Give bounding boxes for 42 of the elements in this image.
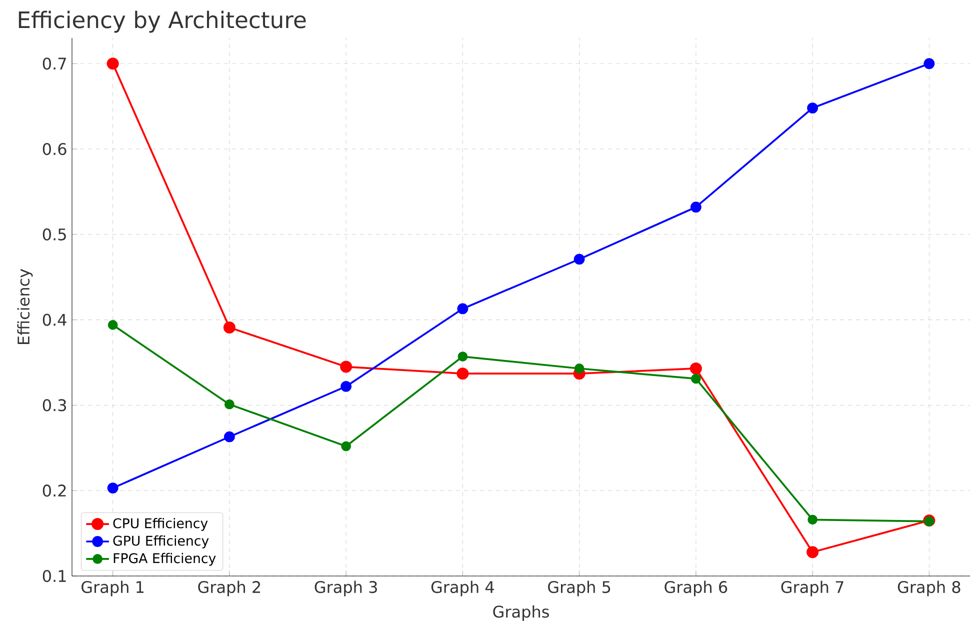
x-axis-title: Graphs bbox=[493, 605, 549, 621]
x-tick-label: Graph 8 bbox=[898, 580, 960, 596]
point bbox=[457, 303, 468, 314]
point bbox=[924, 58, 935, 70]
point bbox=[456, 368, 469, 380]
x-tick-label: Graph 1 bbox=[82, 580, 144, 596]
x-tick-label: Graph 3 bbox=[314, 580, 377, 596]
point bbox=[574, 254, 585, 265]
y-axis-title: Efficiency bbox=[17, 268, 33, 344]
y-tick-label: 0.5 bbox=[42, 228, 66, 240]
point bbox=[807, 102, 818, 114]
point bbox=[223, 322, 236, 334]
point bbox=[690, 202, 702, 213]
point bbox=[340, 380, 352, 392]
point bbox=[108, 320, 118, 330]
x-tick-label: Graph 5 bbox=[548, 580, 610, 596]
point bbox=[106, 58, 119, 70]
x-tick-label: Graph 7 bbox=[781, 580, 844, 596]
y-tick-label: 0.2 bbox=[42, 484, 66, 497]
point bbox=[574, 364, 584, 374]
point bbox=[690, 374, 701, 384]
x-tick-label: Graph 2 bbox=[198, 580, 260, 596]
y-tick-label: 0.4 bbox=[42, 314, 66, 326]
point bbox=[808, 514, 818, 525]
legend-label: GPU Efficiency bbox=[113, 535, 209, 548]
x-tick-label: Graph 6 bbox=[664, 580, 728, 596]
y-tick-label: 0.6 bbox=[42, 142, 66, 156]
y-tick-label: 0.1 bbox=[42, 570, 66, 582]
chart-title: Efficiency by Architecture bbox=[18, 10, 306, 33]
legend-label: FPGA Efficiency bbox=[114, 552, 216, 566]
y-tick-label: 0.3 bbox=[42, 399, 66, 412]
point bbox=[690, 362, 702, 374]
y-tick-label: 0.7 bbox=[42, 58, 66, 70]
point bbox=[107, 482, 118, 494]
point bbox=[458, 352, 468, 362]
point bbox=[224, 431, 235, 442]
legend-label: CPU Efficiency bbox=[113, 518, 208, 531]
point bbox=[341, 441, 351, 452]
point bbox=[224, 399, 234, 410]
point bbox=[806, 546, 819, 558]
point bbox=[340, 360, 352, 373]
x-tick-label: Graph 4 bbox=[431, 580, 494, 596]
